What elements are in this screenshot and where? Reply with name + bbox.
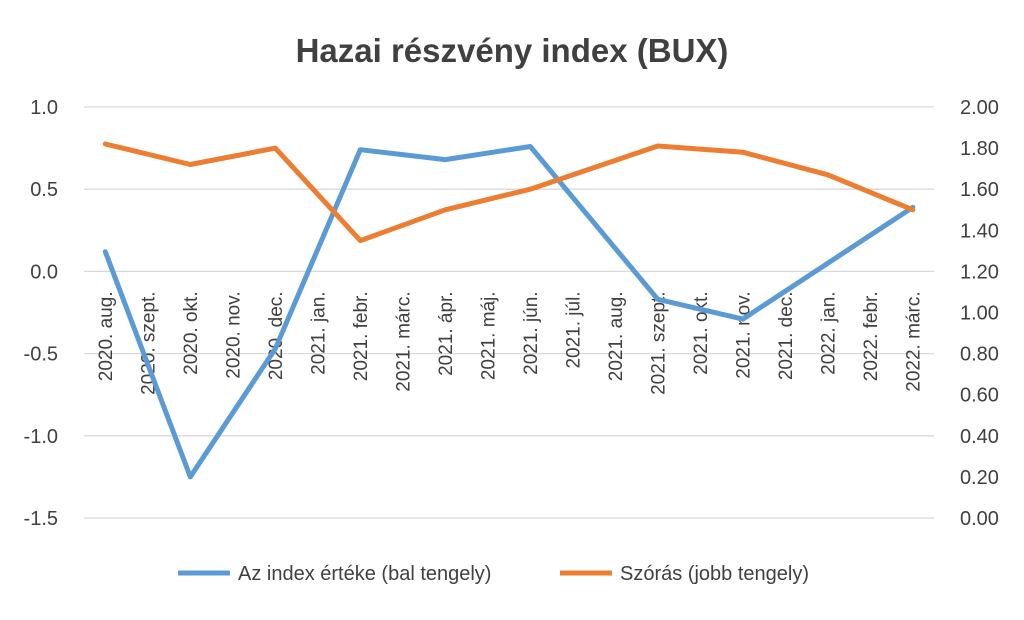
x-tick-label: 2021. márc. [394,291,415,391]
left-tick-label: 1.0 [30,97,58,119]
x-tick-label: 2021. okt. [691,291,712,374]
x-tick-label: 2020. szept. [139,291,160,395]
series-line-1 [102,144,916,480]
x-tick-label: 2021. szept. [649,291,670,395]
x-tick-label: 2022. márc. [904,291,925,391]
series-layer [102,141,916,480]
right-tick-label: 1.40 [960,220,999,242]
left-tick-label: -0.5 [24,344,58,366]
right-tick-label: 1.60 [960,179,999,201]
right-tick-label: 1.80 [960,138,999,160]
x-axis: 2020. aug. 2020. szept. 2020. okt. 2020. no… [96,291,925,395]
x-tick-label: 2020. okt. [181,291,202,374]
gridlines [84,106,934,519]
right-y-axis: 2.00 1.80 1.60 1.40 1.20 1.00 0.80 0.60 0.40 0.20… [960,97,999,530]
x-tick-label: 2021. júl. [564,291,585,368]
legend-label-1: Az index értéke (bal tengely) [238,563,491,585]
right-tick-label: 0.20 [960,467,999,489]
x-tick-label: 2021. jún. [521,291,542,374]
left-tick-label: 0.5 [30,179,58,201]
x-tick-label: 2022. febr. [861,291,882,381]
series-line-2 [102,141,916,244]
x-tick-label: 2021. febr. [351,291,372,381]
x-tick-label: 2022. jan. [819,291,840,374]
legend: Az index értéke (bal tengely) Szórás (job… [178,563,809,585]
right-tick-label: 0.40 [960,426,999,448]
left-tick-label: -1.5 [24,508,58,530]
right-tick-label: 1.00 [960,303,999,325]
x-tick-label: 2020. dec. [266,291,287,380]
left-y-axis: 1.0 0.5 0.0 -0.5 -1.0 -1.5 [24,97,58,530]
x-tick-label: 2021. ápr. [436,291,457,376]
x-tick-label: 2021. jan. [309,291,330,374]
x-tick-label: 2021. dec. [776,291,797,380]
x-tick-label: 2021. aug. [606,291,627,381]
x-tick-label: 2021. máj. [479,291,500,380]
x-tick-label: 2021. nov. [734,291,755,378]
left-tick-label: -1.0 [24,426,58,448]
right-tick-label: 0.80 [960,344,999,366]
chart-title: Hazai részvény index (BUX) [296,32,729,69]
left-tick-label: 0.0 [30,261,58,283]
x-tick-label: 2020. aug. [96,291,117,381]
legend-label-2: Szórás (jobb tengely) [620,563,809,585]
right-tick-label: 2.00 [960,97,999,119]
right-tick-label: 0.00 [960,508,999,530]
right-tick-label: 1.20 [960,261,999,283]
right-tick-label: 0.60 [960,385,999,407]
x-tick-label: 2020. nov. [224,291,245,378]
